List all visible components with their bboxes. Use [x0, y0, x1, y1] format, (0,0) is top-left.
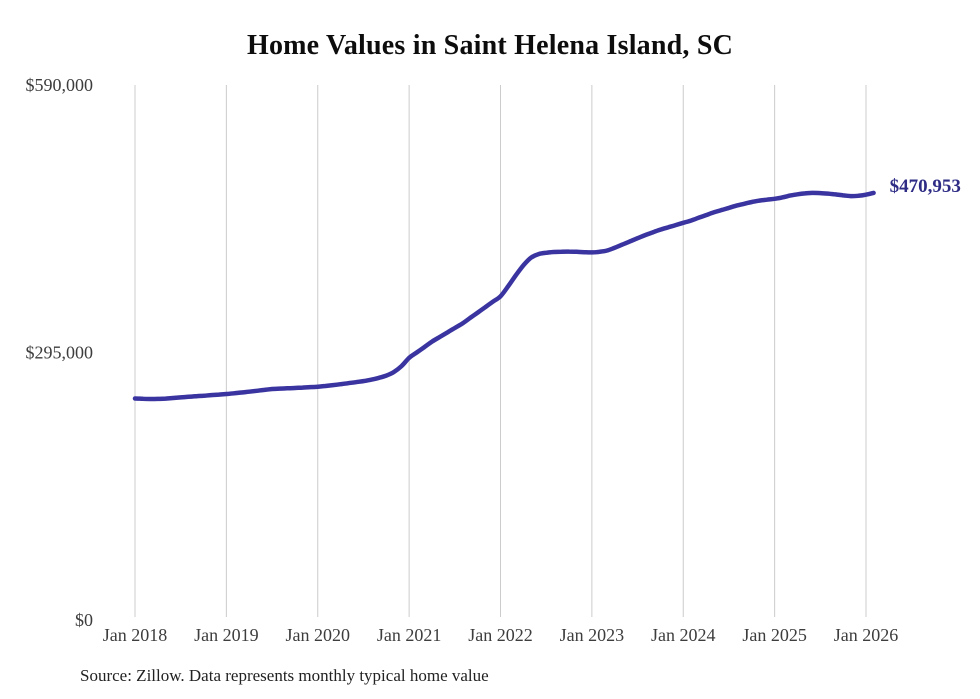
chart-title: Home Values in Saint Helena Island, SC [246, 30, 734, 61]
y-axis-label: $295,000 [26, 343, 94, 363]
source-note: Source: Zillow. Data represents monthly … [80, 666, 489, 685]
x-axis-label: Jan 2025 [742, 625, 807, 645]
x-axis-label: Jan 2023 [560, 625, 625, 645]
x-axis-label: Jan 2019 [194, 625, 259, 645]
y-axis-label: $0 [75, 610, 93, 630]
home-value-line [132, 190, 876, 402]
x-axis-label: Jan 2024 [651, 625, 716, 645]
x-axis-label: Jan 2026 [834, 625, 899, 645]
x-axis-label: Jan 2020 [286, 625, 351, 645]
x-axis-label: Jan 2018 [103, 625, 168, 645]
x-axis-label: Jan 2021 [377, 625, 442, 645]
y-axis-label: $590,000 [26, 75, 94, 95]
x-axis-label: Jan 2022 [468, 625, 533, 645]
final-value-label: $470,953 [890, 176, 961, 197]
